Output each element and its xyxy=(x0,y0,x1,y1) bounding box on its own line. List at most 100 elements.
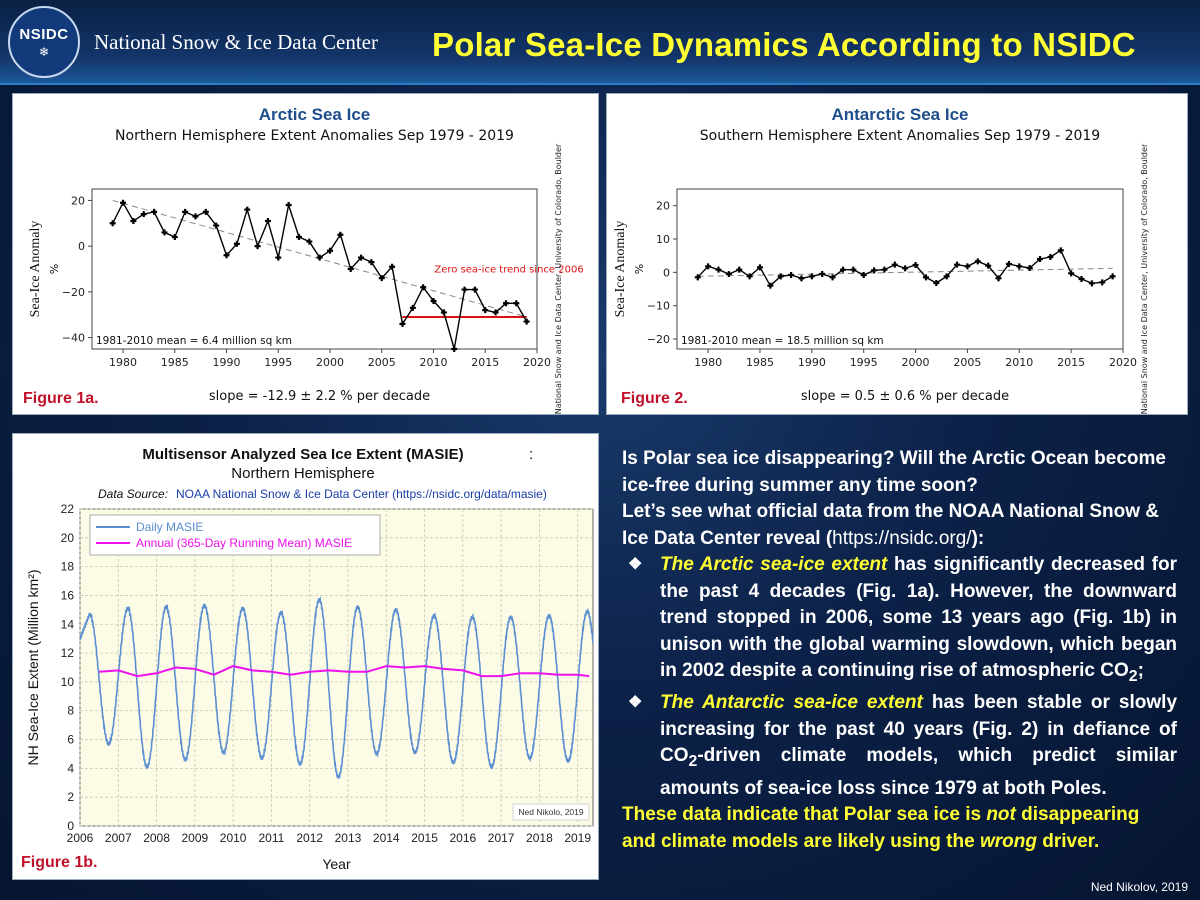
legend-label-daily: Daily MASIE xyxy=(136,520,203,534)
logo-text: NSIDC xyxy=(19,25,69,43)
data-point xyxy=(912,262,919,268)
data-point xyxy=(1026,265,1033,271)
y-tick-label: −40 xyxy=(62,332,85,345)
conclusion-paragraph: These data indicate that Polar sea ice i… xyxy=(622,802,1177,855)
bullet-antarctic-end: -driven climate models, which predict si… xyxy=(660,745,1177,799)
x-tick-label: 2005 xyxy=(368,356,396,369)
data-point xyxy=(202,208,209,215)
arctic-chart-panel: Arctic Sea Ice Northern Hemisphere Extent… xyxy=(12,93,599,415)
data-point xyxy=(871,267,878,274)
data-point xyxy=(347,266,354,272)
data-point xyxy=(860,272,867,278)
data-point xyxy=(1099,279,1106,286)
data-point xyxy=(337,231,344,238)
mean-note: 1981-2010 mean = 18.5 million sq km xyxy=(681,335,884,347)
y-tick-label: 10 xyxy=(61,675,75,689)
arctic-chart: Arctic Sea Ice Northern Hemisphere Extent… xyxy=(28,105,584,414)
co2-subscript: 2 xyxy=(1128,667,1138,685)
header-bar: NSIDC ❄ National Snow & Ice Data Center … xyxy=(0,0,1200,85)
data-point xyxy=(788,272,795,278)
antarctic-chart-panel: Antarctic Sea Ice Southern Hemisphere Ext… xyxy=(606,93,1188,415)
x-tick-label: 2014 xyxy=(373,831,400,845)
data-point xyxy=(839,266,846,273)
y-tick-label: −20 xyxy=(647,333,670,346)
credit-box xyxy=(512,803,590,821)
masie-chart: Multisensor Analyzed Sea Ice Extent (MAS… xyxy=(25,446,594,872)
intro-text: Let’s see what official data from the NO… xyxy=(622,501,1160,549)
org-name: National Snow & Ice Data Center xyxy=(94,30,378,54)
data-point xyxy=(1057,247,1064,254)
figure-1a-label: Figure 1a. xyxy=(23,390,99,407)
chart-subtitle: Northern Hemisphere Extent Anomalies Sep… xyxy=(115,128,514,144)
co2-subscript: 2 xyxy=(688,753,698,771)
data-point xyxy=(430,298,437,304)
y-tick-label: 0 xyxy=(78,240,85,253)
figure-1b-label: Figure 1b. xyxy=(21,854,98,871)
bullet-antarctic-lead: The Antarctic sea-ice extent xyxy=(660,692,923,714)
x-tick-label: 2000 xyxy=(902,356,930,369)
x-tick-label: 2010 xyxy=(220,831,247,845)
chart-credit: Ned Nikolo, 2019 xyxy=(518,807,583,817)
data-point xyxy=(161,229,168,236)
snowflake-icon: ❄ xyxy=(38,44,50,59)
data-point xyxy=(420,284,427,291)
data-point xyxy=(451,346,458,352)
data-point xyxy=(808,273,815,280)
data-point xyxy=(798,275,805,282)
source-prefix: Data Source: xyxy=(98,487,168,501)
x-axis-label: Year xyxy=(322,856,351,872)
y-tick-label: 4 xyxy=(67,761,74,775)
running-mean-line xyxy=(99,665,590,678)
page-title: Polar Sea-Ice Dynamics According to NSID… xyxy=(432,26,1136,63)
data-point xyxy=(233,240,240,247)
nsidc-link[interactable]: https://nsidc.org/ xyxy=(832,527,972,549)
data-point xyxy=(378,275,385,282)
x-tick-label: 2000 xyxy=(316,356,344,369)
data-point xyxy=(922,274,929,281)
data-point xyxy=(358,254,365,261)
bullet-arctic-end: ; xyxy=(1137,660,1144,681)
question-paragraph: Is Polar sea ice disappearing? Will the … xyxy=(622,448,1166,496)
data-point xyxy=(192,213,199,220)
y-tick-label: 20 xyxy=(61,531,75,545)
x-tick-label: 1980 xyxy=(109,356,137,369)
data-point xyxy=(767,282,774,289)
x-tick-label: 2006 xyxy=(67,831,94,845)
y-axis-label: Sea-Ice Anomaly xyxy=(613,221,628,318)
x-tick-label: 1995 xyxy=(264,356,292,369)
data-point xyxy=(756,264,763,271)
data-point xyxy=(974,258,981,265)
x-tick-label: 2015 xyxy=(1057,356,1085,369)
intro-end: ): xyxy=(971,527,985,549)
data-point xyxy=(295,234,302,240)
data-point xyxy=(1109,273,1116,280)
chart-subtitle: Southern Hemisphere Extent Anomalies Sep… xyxy=(700,128,1100,144)
data-point xyxy=(461,286,468,293)
x-tick-label: 1980 xyxy=(694,356,722,369)
x-tick-label: 2011 xyxy=(259,831,285,845)
y-tick-label: 16 xyxy=(61,588,75,602)
y-tick-label: 10 xyxy=(656,233,670,246)
source-side-label: National Snow and Ice Data Center, Unive… xyxy=(1140,143,1149,414)
data-point xyxy=(213,222,220,229)
y-axis-label: Sea-Ice Anomaly xyxy=(28,221,43,318)
data-point xyxy=(264,218,271,224)
data-point xyxy=(275,254,282,261)
zero-trend-annotation: Zero sea-ice trend since 2006 xyxy=(434,264,583,275)
data-point xyxy=(954,261,961,268)
y-tick-label: 12 xyxy=(61,646,75,660)
y-tick-label: 20 xyxy=(71,194,85,207)
y-tick-label: 2 xyxy=(67,790,74,804)
y-tick-label: 6 xyxy=(67,733,74,747)
diamond-bullet-icon: ❖ xyxy=(628,556,643,573)
y-tick-label: 14 xyxy=(61,617,75,631)
data-point xyxy=(995,275,1002,282)
data-point xyxy=(409,304,416,311)
diamond-bullet-icon: ❖ xyxy=(628,694,643,712)
data-point xyxy=(399,320,406,327)
data-point xyxy=(182,208,189,215)
data-point xyxy=(140,211,147,218)
y-tick-label: 20 xyxy=(656,200,670,213)
x-tick-label: 2016 xyxy=(449,831,476,845)
x-tick-label: 2005 xyxy=(953,356,981,369)
